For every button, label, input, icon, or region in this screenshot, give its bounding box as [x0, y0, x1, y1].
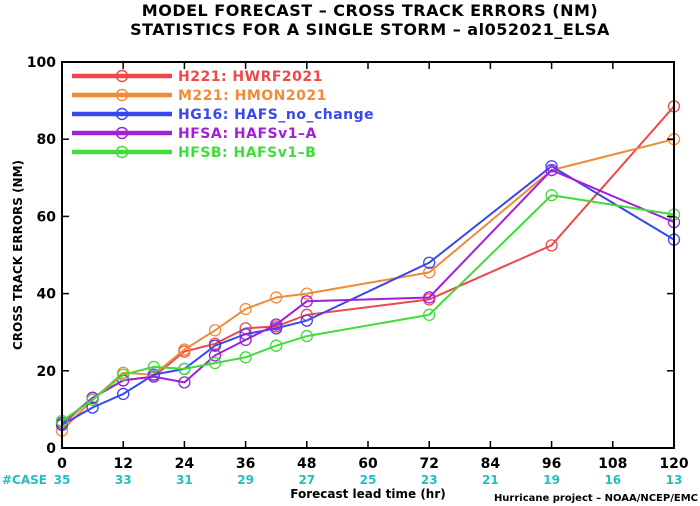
- x-tick-label: 12: [113, 456, 132, 472]
- data-point-4: [423, 308, 436, 321]
- x-tick-label: 48: [297, 456, 316, 472]
- data-point-3: [239, 333, 252, 347]
- data-point-1: [239, 302, 252, 316]
- data-point-3: [545, 163, 558, 177]
- case-count: 13: [666, 473, 683, 487]
- y-tick-label: 60: [37, 209, 57, 225]
- data-point-3: [208, 349, 222, 362]
- credit-text: Hurricane project – NOAA/NCEP/EMC: [494, 493, 698, 504]
- case-count: 29: [237, 473, 254, 487]
- data-point-2: [423, 256, 436, 269]
- data-point-0: [545, 239, 558, 252]
- data-point-2: [545, 160, 558, 173]
- x-axis-label: Forecast lead time (hr): [290, 487, 446, 501]
- legend-marker-2: [115, 107, 129, 121]
- axis-ticks: 0 12 24 36 48 60 72 84 96 108 120 0 20 40 60 80 100: [27, 55, 689, 472]
- case-count: 16: [604, 473, 621, 487]
- data-point-4: [239, 351, 252, 364]
- data-point-1: [208, 324, 222, 337]
- legend: H221: HWRF2021 M221: HMON2021 HG16: HAFS_n…: [72, 69, 374, 161]
- series-line-2: [61, 164, 675, 426]
- case-count: 19: [543, 473, 560, 487]
- data-point-1: [178, 343, 191, 356]
- data-point-3: [423, 291, 436, 304]
- data-point-3: [300, 295, 313, 308]
- y-tick-label: 20: [37, 364, 57, 380]
- data-point-4: [545, 189, 558, 202]
- x-tick-label: 96: [542, 456, 561, 472]
- x-tick-label: 120: [659, 456, 688, 472]
- data-point-2: [208, 339, 222, 352]
- data-point-4: [86, 393, 99, 406]
- data-point-1: [270, 291, 283, 304]
- x-tick-label: 72: [419, 456, 438, 472]
- data-point-4: [147, 360, 160, 374]
- x-tick-label: 0: [57, 456, 67, 472]
- legend-marker-0: [115, 69, 129, 83]
- data-point-4: [208, 356, 222, 370]
- data-point-2: [86, 401, 99, 414]
- data-point-4: [117, 368, 130, 381]
- case-count-row: 35 33 31 29 27 25 23 21 19 16 13: [54, 473, 683, 487]
- data-point-1: [300, 287, 313, 300]
- legend-marker-1: [115, 88, 129, 102]
- case-count: 23: [421, 473, 438, 487]
- case-count: 35: [54, 473, 71, 487]
- case-label: #CASE: [2, 473, 47, 487]
- series-line-4: [61, 194, 675, 422]
- data-point-1: [423, 266, 436, 279]
- data-point-3: [178, 376, 191, 389]
- y-tick-label: 40: [37, 287, 57, 303]
- legend-marker-3: [115, 126, 129, 140]
- y-axis-label: CROSS TRACK ERRORS (NM): [11, 160, 25, 350]
- data-point-4: [270, 339, 283, 352]
- legend-label-4: HFSB: HAFSv1–B: [178, 145, 316, 161]
- data-point-3: [270, 318, 283, 331]
- data-point-3: [147, 370, 160, 383]
- case-count: 21: [482, 473, 499, 487]
- y-tick-label: 80: [37, 132, 57, 148]
- x-tick-label: 84: [481, 456, 501, 472]
- case-count: 27: [298, 473, 315, 487]
- case-count: 33: [115, 473, 132, 487]
- data-point-4: [178, 362, 191, 376]
- legend-label-3: HFSA: HAFSv1–A: [178, 126, 317, 142]
- data-point-4: [300, 329, 313, 343]
- case-count: 31: [176, 473, 193, 487]
- series-line-3: [61, 168, 675, 424]
- chart-title: MODEL FORECAST – CROSS TRACK ERRORS (NM): [142, 1, 598, 20]
- legend-label-2: HG16: HAFS_no_change: [178, 107, 374, 123]
- x-tick-label: 36: [236, 456, 255, 472]
- y-tick-label: 100: [27, 55, 56, 71]
- legend-label-1: M221: HMON2021: [178, 88, 327, 104]
- x-tick-label: 108: [598, 456, 627, 472]
- x-tick-label: 24: [175, 456, 195, 472]
- x-tick-label: 60: [358, 456, 378, 472]
- data-point-2: [300, 314, 313, 327]
- y-tick-label: 0: [46, 441, 56, 457]
- chart-subtitle: STATISTICS FOR A SINGLE STORM – al052021…: [130, 20, 610, 39]
- legend-marker-4: [115, 145, 129, 159]
- legend-label-0: H221: HWRF2021: [178, 69, 323, 85]
- series-layer: [55, 100, 681, 437]
- case-count: 25: [360, 473, 377, 487]
- data-point-2: [117, 387, 130, 401]
